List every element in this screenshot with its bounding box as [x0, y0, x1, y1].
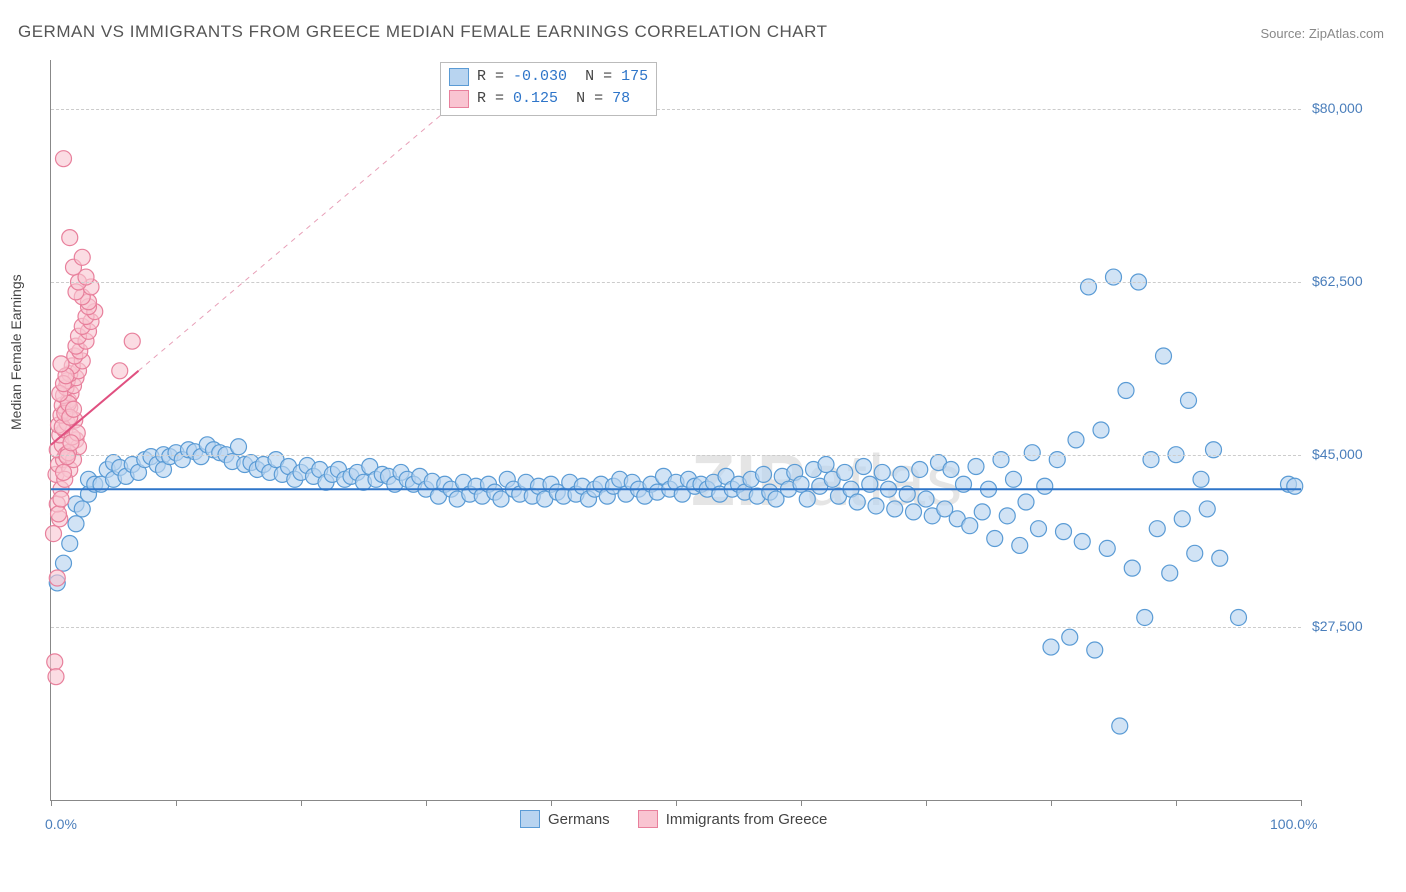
x-axis-end-label-right: 100.0%	[1270, 816, 1317, 832]
source-label: Source: ZipAtlas.com	[1260, 26, 1384, 41]
legend-item-greece: Immigrants from Greece	[638, 810, 828, 828]
legend-item-germans: Germans	[520, 810, 610, 828]
chart-title: GERMAN VS IMMIGRANTS FROM GREECE MEDIAN …	[18, 22, 827, 42]
stats-text: R = -0.030 N = 175	[477, 66, 648, 88]
x-tick	[176, 800, 177, 806]
y-tick-label: $27,500	[1312, 618, 1363, 634]
x-tick	[676, 800, 677, 806]
swatch-greece	[638, 810, 658, 828]
swatch-germans	[520, 810, 540, 828]
x-tick	[801, 800, 802, 806]
stats-swatch	[449, 68, 469, 86]
plot-area: ZIPatlas	[50, 60, 1301, 801]
legend-label-greece: Immigrants from Greece	[666, 811, 828, 828]
gridline	[51, 627, 1301, 628]
x-tick	[301, 800, 302, 806]
x-tick	[926, 800, 927, 806]
x-tick	[551, 800, 552, 806]
legend-label-germans: Germans	[548, 811, 610, 828]
x-tick	[426, 800, 427, 806]
y-tick-label: $62,500	[1312, 273, 1363, 289]
y-tick-label: $80,000	[1312, 100, 1363, 116]
stats-box: R = -0.030 N = 175R = 0.125 N = 78	[440, 62, 657, 116]
legend-bottom: Germans Immigrants from Greece	[520, 810, 827, 828]
stats-row: R = 0.125 N = 78	[449, 88, 648, 110]
stats-swatch	[449, 90, 469, 108]
chart-svg	[51, 60, 1301, 800]
x-tick	[1301, 800, 1302, 806]
y-axis-label: Median Female Earnings	[8, 274, 24, 430]
y-tick-label: $45,000	[1312, 446, 1363, 462]
x-axis-end-label-left: 0.0%	[45, 816, 77, 832]
gridline	[51, 282, 1301, 283]
x-tick	[1176, 800, 1177, 806]
x-tick	[1051, 800, 1052, 806]
stats-text: R = 0.125 N = 78	[477, 88, 630, 110]
x-tick	[51, 800, 52, 806]
gridline	[51, 455, 1301, 456]
stats-row: R = -0.030 N = 175	[449, 66, 648, 88]
gridline	[51, 109, 1301, 110]
